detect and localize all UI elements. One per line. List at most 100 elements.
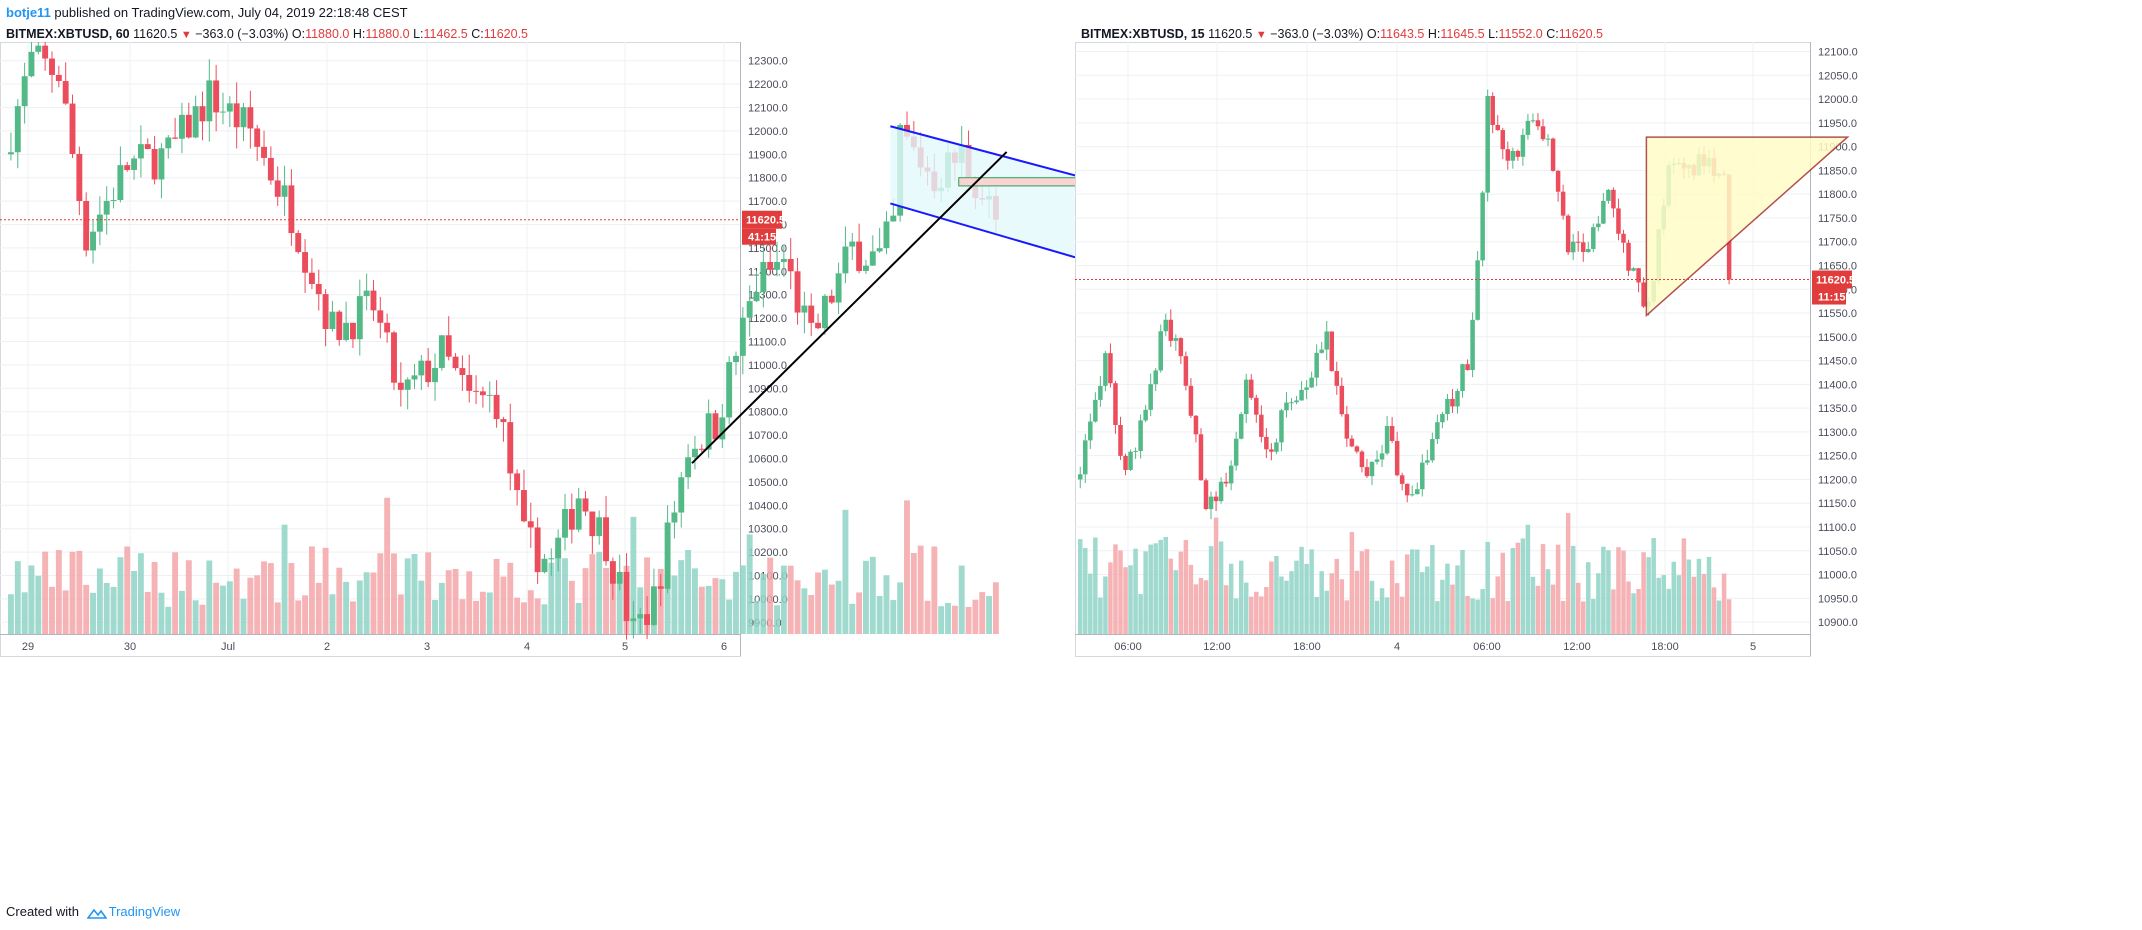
candle-body — [206, 80, 213, 122]
candle-body — [1616, 208, 1621, 234]
volume-bar — [370, 572, 377, 634]
tradingview-link[interactable]: TradingView — [108, 904, 181, 919]
volume-bar — [1299, 546, 1304, 634]
volume-bar — [780, 565, 787, 634]
volume-bar — [363, 572, 370, 634]
volume-bar — [1641, 552, 1646, 634]
y-tick-label: 11800.0 — [748, 173, 787, 185]
candle-body — [1480, 192, 1485, 261]
author-link[interactable]: botje11 — [6, 5, 51, 20]
open-label: O: — [1366, 27, 1381, 41]
candle-body — [213, 80, 220, 113]
y-tick-label: 11200.0 — [748, 313, 787, 325]
volume-bar — [500, 576, 507, 634]
candle-body — [1088, 421, 1093, 441]
candle-body — [603, 517, 609, 562]
volume-bar — [630, 516, 637, 634]
created-with-label: Created with — [6, 904, 79, 919]
candlestick-chart-15m[interactable]: 12100.012050.012000.011950.011900.011850… — [1075, 42, 2142, 894]
volume-bar — [1098, 597, 1103, 634]
volume-bar — [1591, 599, 1596, 634]
candle-body — [404, 379, 411, 390]
candle-body — [1168, 319, 1174, 341]
candle-body — [131, 158, 138, 170]
candle-body — [411, 375, 418, 380]
candle-body — [726, 362, 733, 418]
candle-body — [1339, 385, 1345, 415]
candle-body — [281, 185, 288, 197]
candle-body — [418, 360, 425, 376]
candle-body — [1601, 200, 1606, 224]
volume-bar — [1636, 589, 1641, 634]
volume-bar — [1093, 537, 1098, 634]
candle-body — [384, 322, 391, 333]
y-tick-label: 10950.0 — [1818, 593, 1858, 605]
volume-bar — [1450, 584, 1455, 634]
volume-bar — [377, 553, 384, 634]
volume-bar — [1711, 587, 1717, 634]
symbol-label: BITMEX:XBTUSD, 60 — [6, 27, 130, 41]
candle-body — [548, 558, 555, 560]
volume-bar — [117, 557, 124, 634]
candle-body — [1233, 438, 1239, 466]
y-tick-label: 11100.0 — [748, 337, 786, 349]
volume-bar — [596, 551, 603, 634]
candle-body — [1269, 449, 1274, 452]
volume-bar — [1143, 551, 1148, 634]
volume-bar — [992, 582, 999, 634]
channel-lower-line — [890, 202, 1075, 259]
candle-body — [172, 137, 179, 139]
x-tick-label: 30 — [124, 641, 136, 653]
volume-bar — [863, 560, 869, 634]
volume-bar — [1394, 583, 1400, 634]
open-value: 11880.0 — [305, 27, 350, 41]
volume-bar — [1329, 573, 1334, 634]
candle-body — [1545, 138, 1551, 140]
chart-panel-right[interactable]: BITMEX:XBTUSD, 15 11620.5 ▼ −363.0 (−3.0… — [1075, 24, 2142, 894]
volume-bar — [1339, 579, 1345, 634]
y-tick-label: 12000.0 — [748, 126, 788, 138]
candle-body — [1636, 268, 1641, 283]
candle-body — [821, 295, 828, 329]
candle-body — [1299, 389, 1304, 401]
volume-bar — [1264, 587, 1269, 634]
volume-bar — [692, 568, 698, 634]
volume-bar — [904, 500, 910, 634]
candlestick-chart-60m[interactable]: 12300.0 12200.0 12100.0 12000.0 11900.0 11800… — [0, 42, 1075, 894]
volume-bar — [466, 571, 473, 634]
chart-legend-right: BITMEX:XBTUSD, 15 11620.5 ▼ −363.0 (−3.0… — [1081, 24, 1603, 44]
y-tick-label: 12100.0 — [748, 103, 788, 115]
y-tick-label: 10600.0 — [748, 454, 788, 466]
candle-body — [1505, 149, 1511, 161]
y-tick-label: 11750.0 — [1818, 213, 1857, 225]
volume-bar — [1560, 600, 1566, 634]
candle-body — [274, 180, 281, 197]
publish-info: published on TradingView.com, July 04, 2… — [50, 5, 408, 20]
volume-bar — [1596, 573, 1601, 634]
volume-bar — [1686, 559, 1692, 634]
candle-body — [1203, 480, 1209, 510]
volume-bar — [917, 545, 924, 634]
candle-body — [185, 114, 192, 138]
volume-bar — [425, 552, 432, 634]
volume-bar — [1425, 566, 1430, 634]
volume-bar — [938, 606, 945, 634]
candle-body — [1259, 414, 1264, 437]
volume-bar — [302, 595, 309, 634]
volume-bar — [137, 553, 144, 634]
candle-body — [370, 290, 377, 311]
volume-bar — [869, 556, 876, 634]
volume-bar — [1540, 544, 1546, 634]
candle-body — [1470, 319, 1475, 371]
candle-body — [76, 153, 83, 201]
volume-bar — [1198, 577, 1204, 634]
low-value: 11552.0 — [1498, 27, 1543, 41]
low-value: 11462.5 — [423, 27, 468, 41]
candle-body — [8, 152, 14, 155]
volume-bar — [562, 558, 568, 634]
high-label: H: — [1427, 27, 1441, 41]
volume-bar — [404, 558, 411, 634]
chart-panel-left[interactable]: BITMEX:XBTUSD, 60 11620.5 ▼ −363.0 (−3.0… — [0, 24, 1075, 894]
candle-body — [117, 165, 124, 201]
candle-body — [657, 586, 664, 589]
